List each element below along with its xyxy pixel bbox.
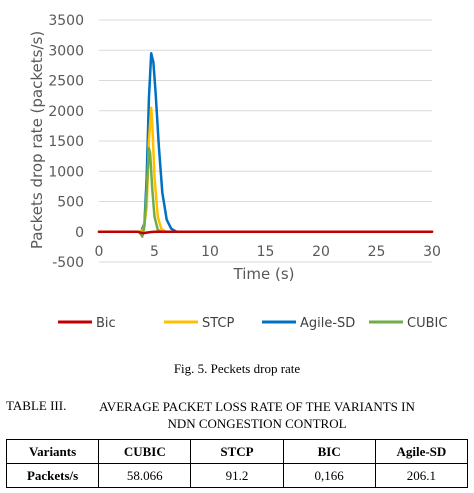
legend-label: Agile-SD (300, 316, 355, 331)
y-tick-label: -500 (52, 255, 84, 271)
y-tick-label: 2500 (48, 74, 84, 90)
y-tick-label: 500 (57, 195, 84, 211)
table-header-row: Variants CUBIC STCP BIC Agile-SD (5, 439, 469, 464)
x-tick-label: 15 (257, 244, 275, 260)
value-cell: 0,166 (282, 463, 376, 488)
x-tick-labels: 0 5 10 15 20 25 30 (95, 244, 441, 260)
header-cell: Agile-SD (374, 439, 469, 464)
header-cell: STCP (190, 439, 284, 464)
header-cell: Variants (5, 439, 100, 464)
table-row: Packets/s 58.066 91.2 0,166 206.1 (5, 463, 469, 488)
table-title-line1: AVERAGE PACKET LOSS RATE OF THE VARIANTS… (99, 399, 415, 414)
table-title-line2: NDN CONGESTION CONTROL (167, 416, 347, 431)
legend-label: STCP (202, 316, 235, 331)
x-tick-label: 0 (95, 244, 104, 260)
series-line-bic (97, 230, 434, 235)
value-cell: 91.2 (190, 463, 284, 488)
x-tick-label: 30 (423, 244, 441, 260)
y-axis-title: Packets drop rate (packets/s) (28, 31, 46, 249)
row-label: Packets/s (5, 463, 100, 488)
figure-caption: Fig. 5. Peckets drop rate (173, 361, 301, 376)
y-tick-label: 3000 (48, 43, 84, 59)
legend-label: CUBIC (407, 316, 447, 331)
legend: Bic STCP Agile-SD CUBIC (58, 316, 447, 331)
x-tick-label: 20 (312, 244, 330, 260)
header-cell: CUBIC (98, 439, 192, 464)
drop-rate-chart: -500 0 500 1000 1500 2000 2500 3000 3500 0 5 10 15 2… (28, 13, 447, 331)
table-label: TABLE III. (6, 398, 67, 413)
x-tick-label: 10 (201, 244, 219, 260)
y-tick-label: 2000 (48, 104, 84, 120)
table-title-text: AVERAGE PACKET LOSS RATE OF THE VARIANTS… (6, 398, 468, 432)
header-cell: BIC (282, 439, 376, 464)
series-line-cubic (97, 147, 434, 238)
y-tick-label: 1500 (48, 134, 84, 150)
x-axis-title: Time (s) (233, 265, 295, 283)
y-tick-label: 0 (75, 225, 84, 241)
y-tick-label: 3500 (48, 13, 84, 29)
value-cell: 206.1 (374, 463, 469, 488)
series-lines (97, 52, 434, 238)
y-tick-label: 1000 (48, 164, 84, 180)
legend-label: Bic (96, 316, 116, 331)
value-cell: 58.066 (98, 463, 192, 488)
y-tick-labels: -500 0 500 1000 1500 2000 2500 3000 3500 (48, 13, 84, 271)
x-tick-label: 25 (368, 244, 386, 260)
x-tick-label: 5 (150, 244, 159, 260)
loss-rate-table: Variants CUBIC STCP BIC Agile-SD Packets… (5, 439, 469, 488)
